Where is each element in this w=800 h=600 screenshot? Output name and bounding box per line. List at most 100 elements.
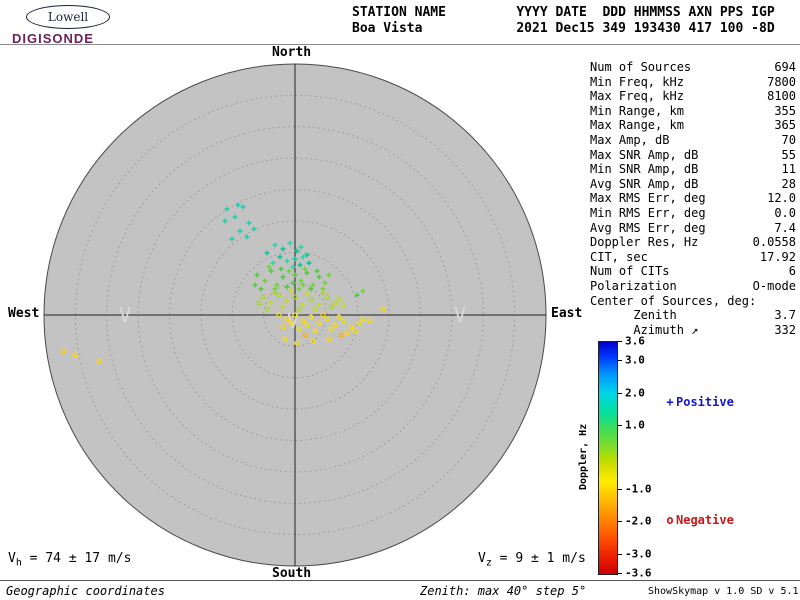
zenith-scale-note: Zenith: max 40° step 5° bbox=[420, 584, 587, 598]
colorbar-tick-mark bbox=[617, 424, 622, 426]
positive-plus-icon: + bbox=[666, 395, 674, 409]
stat-value: 12.0 bbox=[767, 191, 796, 206]
colorbar-tick-label: -3.0 bbox=[625, 547, 652, 561]
colorbar-tick-mark bbox=[617, 489, 622, 491]
stat-label: Max Range, km bbox=[590, 118, 684, 133]
stat-value: 365 bbox=[774, 118, 796, 133]
coordinates-mode-label: Geographic coordinates bbox=[6, 584, 165, 598]
colorbar-tick-mark bbox=[617, 341, 622, 342]
stat-row: Doppler Res, Hz 0.0558 bbox=[590, 235, 796, 250]
stat-value: 7800 bbox=[767, 74, 796, 89]
stat-value: 355 bbox=[774, 103, 796, 118]
vh-base: V bbox=[8, 551, 16, 566]
stat-value: 28 bbox=[781, 176, 796, 191]
stat-label: Min SNR Amp, dB bbox=[590, 162, 699, 177]
stat-row: Max Amp, dB 70 bbox=[590, 133, 796, 148]
stat-row: Avg RMS Err, deg 7.4 bbox=[590, 221, 796, 236]
colorbar-tick-label: 2.0 bbox=[625, 386, 645, 400]
colorbar-tick-mark bbox=[617, 521, 622, 523]
stat-value: 0.0558 bbox=[752, 235, 796, 250]
colorbar-tick-label: -2.0 bbox=[625, 514, 652, 528]
stat-row: CIT, sec 17.92 bbox=[590, 250, 796, 265]
stat-label: Max Freq, kHz bbox=[590, 89, 684, 104]
legend-negative-label: Negative bbox=[676, 513, 734, 527]
stat-value: 6 bbox=[788, 264, 796, 279]
stat-label: Min Freq, kHz bbox=[590, 74, 684, 89]
stat-label: Min RMS Err, deg bbox=[590, 205, 706, 220]
stat-row: Max Range, km 365 bbox=[590, 118, 796, 133]
compass-north-label: North bbox=[272, 45, 312, 60]
stat-label: Doppler Res, Hz bbox=[590, 235, 699, 250]
stat-row: Min Freq, kHz 7800 bbox=[590, 75, 796, 90]
zenith-rings bbox=[74, 94, 516, 536]
colorbar-tick-mark bbox=[617, 553, 622, 555]
doppler-colorbar bbox=[598, 341, 618, 575]
stat-value: 8100 bbox=[767, 89, 796, 104]
colorbar-tick-mark bbox=[617, 360, 622, 362]
stat-label: Num of CITs bbox=[590, 264, 670, 279]
svg-text:V: V bbox=[454, 303, 466, 327]
svg-text:V: V bbox=[287, 309, 299, 333]
vertical-velocity-readout: Vz = 9 ± 1 m/s bbox=[478, 551, 586, 569]
stat-label: Azimuth ↗ bbox=[590, 322, 699, 337]
stat-label: Max RMS Err, deg bbox=[590, 191, 706, 206]
negative-circle-icon: o bbox=[666, 513, 674, 527]
stat-row: Max SNR Amp, dB 55 bbox=[590, 148, 796, 163]
stat-label: Max SNR Amp, dB bbox=[590, 147, 699, 162]
stat-row: Azimuth ↗ 332 bbox=[590, 323, 796, 338]
stat-row: Zenith 3.7 bbox=[590, 308, 796, 323]
stat-row: Max Freq, kHz 8100 bbox=[590, 89, 796, 104]
legend-positive: + Positive bbox=[664, 395, 733, 409]
colorbar-tick-label: 3.0 bbox=[625, 353, 645, 367]
vh-value: = 74 ± 17 m/s bbox=[21, 551, 132, 566]
stat-row: Min SNR Amp, dB 11 bbox=[590, 162, 796, 177]
horizontal-velocity-readout: Vh = 74 ± 17 m/s bbox=[8, 551, 131, 569]
stat-value: O-mode bbox=[752, 278, 796, 293]
colorbar-tick-mark bbox=[617, 573, 622, 574]
stat-row: Center of Sources, deg: bbox=[590, 294, 796, 309]
stat-label: CIT, sec bbox=[590, 249, 648, 264]
scatter-points bbox=[60, 202, 386, 364]
logo-digisonde-text: DIGISONDE bbox=[12, 31, 94, 46]
stat-label: Avg SNR Amp, dB bbox=[590, 176, 699, 191]
stat-row: Min RMS Err, deg 0.0 bbox=[590, 206, 796, 221]
colorbar-tick-label: 1.0 bbox=[625, 418, 645, 432]
lowell-logo: Lowell DIGISONDE bbox=[12, 5, 122, 46]
stat-row: Max RMS Err, deg 12.0 bbox=[590, 191, 796, 206]
plot-disc bbox=[43, 63, 547, 567]
stat-label: Avg RMS Err, deg bbox=[590, 220, 706, 235]
stat-label: Max Amp, dB bbox=[590, 132, 670, 147]
vh-sub: h bbox=[15, 557, 22, 569]
stat-value: 332 bbox=[774, 322, 796, 337]
colorbar-tick-label: -1.0 bbox=[625, 482, 652, 496]
lowell-logo-ellipse: Lowell bbox=[26, 5, 110, 29]
logo-lowell-text: Lowell bbox=[47, 10, 89, 24]
stat-label: Zenith bbox=[590, 308, 677, 323]
stat-value: 17.92 bbox=[759, 249, 796, 264]
stat-value: 0.0 bbox=[774, 205, 796, 220]
stat-row: Polarization O-mode bbox=[590, 279, 796, 294]
vz-base: V bbox=[478, 551, 486, 566]
colorbar-tick-label: 3.6 bbox=[625, 334, 645, 348]
header-column-titles: STATION NAME YYYY DATE DDD HHMMSS AXN PP… bbox=[352, 5, 775, 20]
colorbar-tick-label: -3.6 bbox=[625, 566, 652, 580]
footer-divider bbox=[0, 580, 800, 581]
stat-value: 11 bbox=[781, 162, 796, 177]
header-divider bbox=[0, 44, 800, 45]
compass-west-label: West bbox=[8, 306, 40, 321]
stat-value: 70 bbox=[781, 132, 796, 147]
stat-row: Num of CITs 6 bbox=[590, 264, 796, 279]
colorbar-title: Doppler, Hz bbox=[578, 423, 589, 491]
compass-east-label: East bbox=[551, 306, 583, 321]
stat-row: Num of Sources 694 bbox=[590, 60, 796, 75]
stat-row: Avg SNR Amp, dB 28 bbox=[590, 177, 796, 192]
stat-value: 7.4 bbox=[774, 220, 796, 235]
stat-row: Min Range, km 355 bbox=[590, 104, 796, 119]
stats-panel: Num of Sources 694 Min Freq, kHz 7800 Max Fr… bbox=[590, 60, 796, 337]
stat-value: 55 bbox=[781, 147, 796, 162]
stat-value: 3.7 bbox=[774, 308, 796, 323]
colorbar-tick-mark bbox=[617, 392, 622, 394]
stat-label: Polarization bbox=[590, 278, 677, 293]
